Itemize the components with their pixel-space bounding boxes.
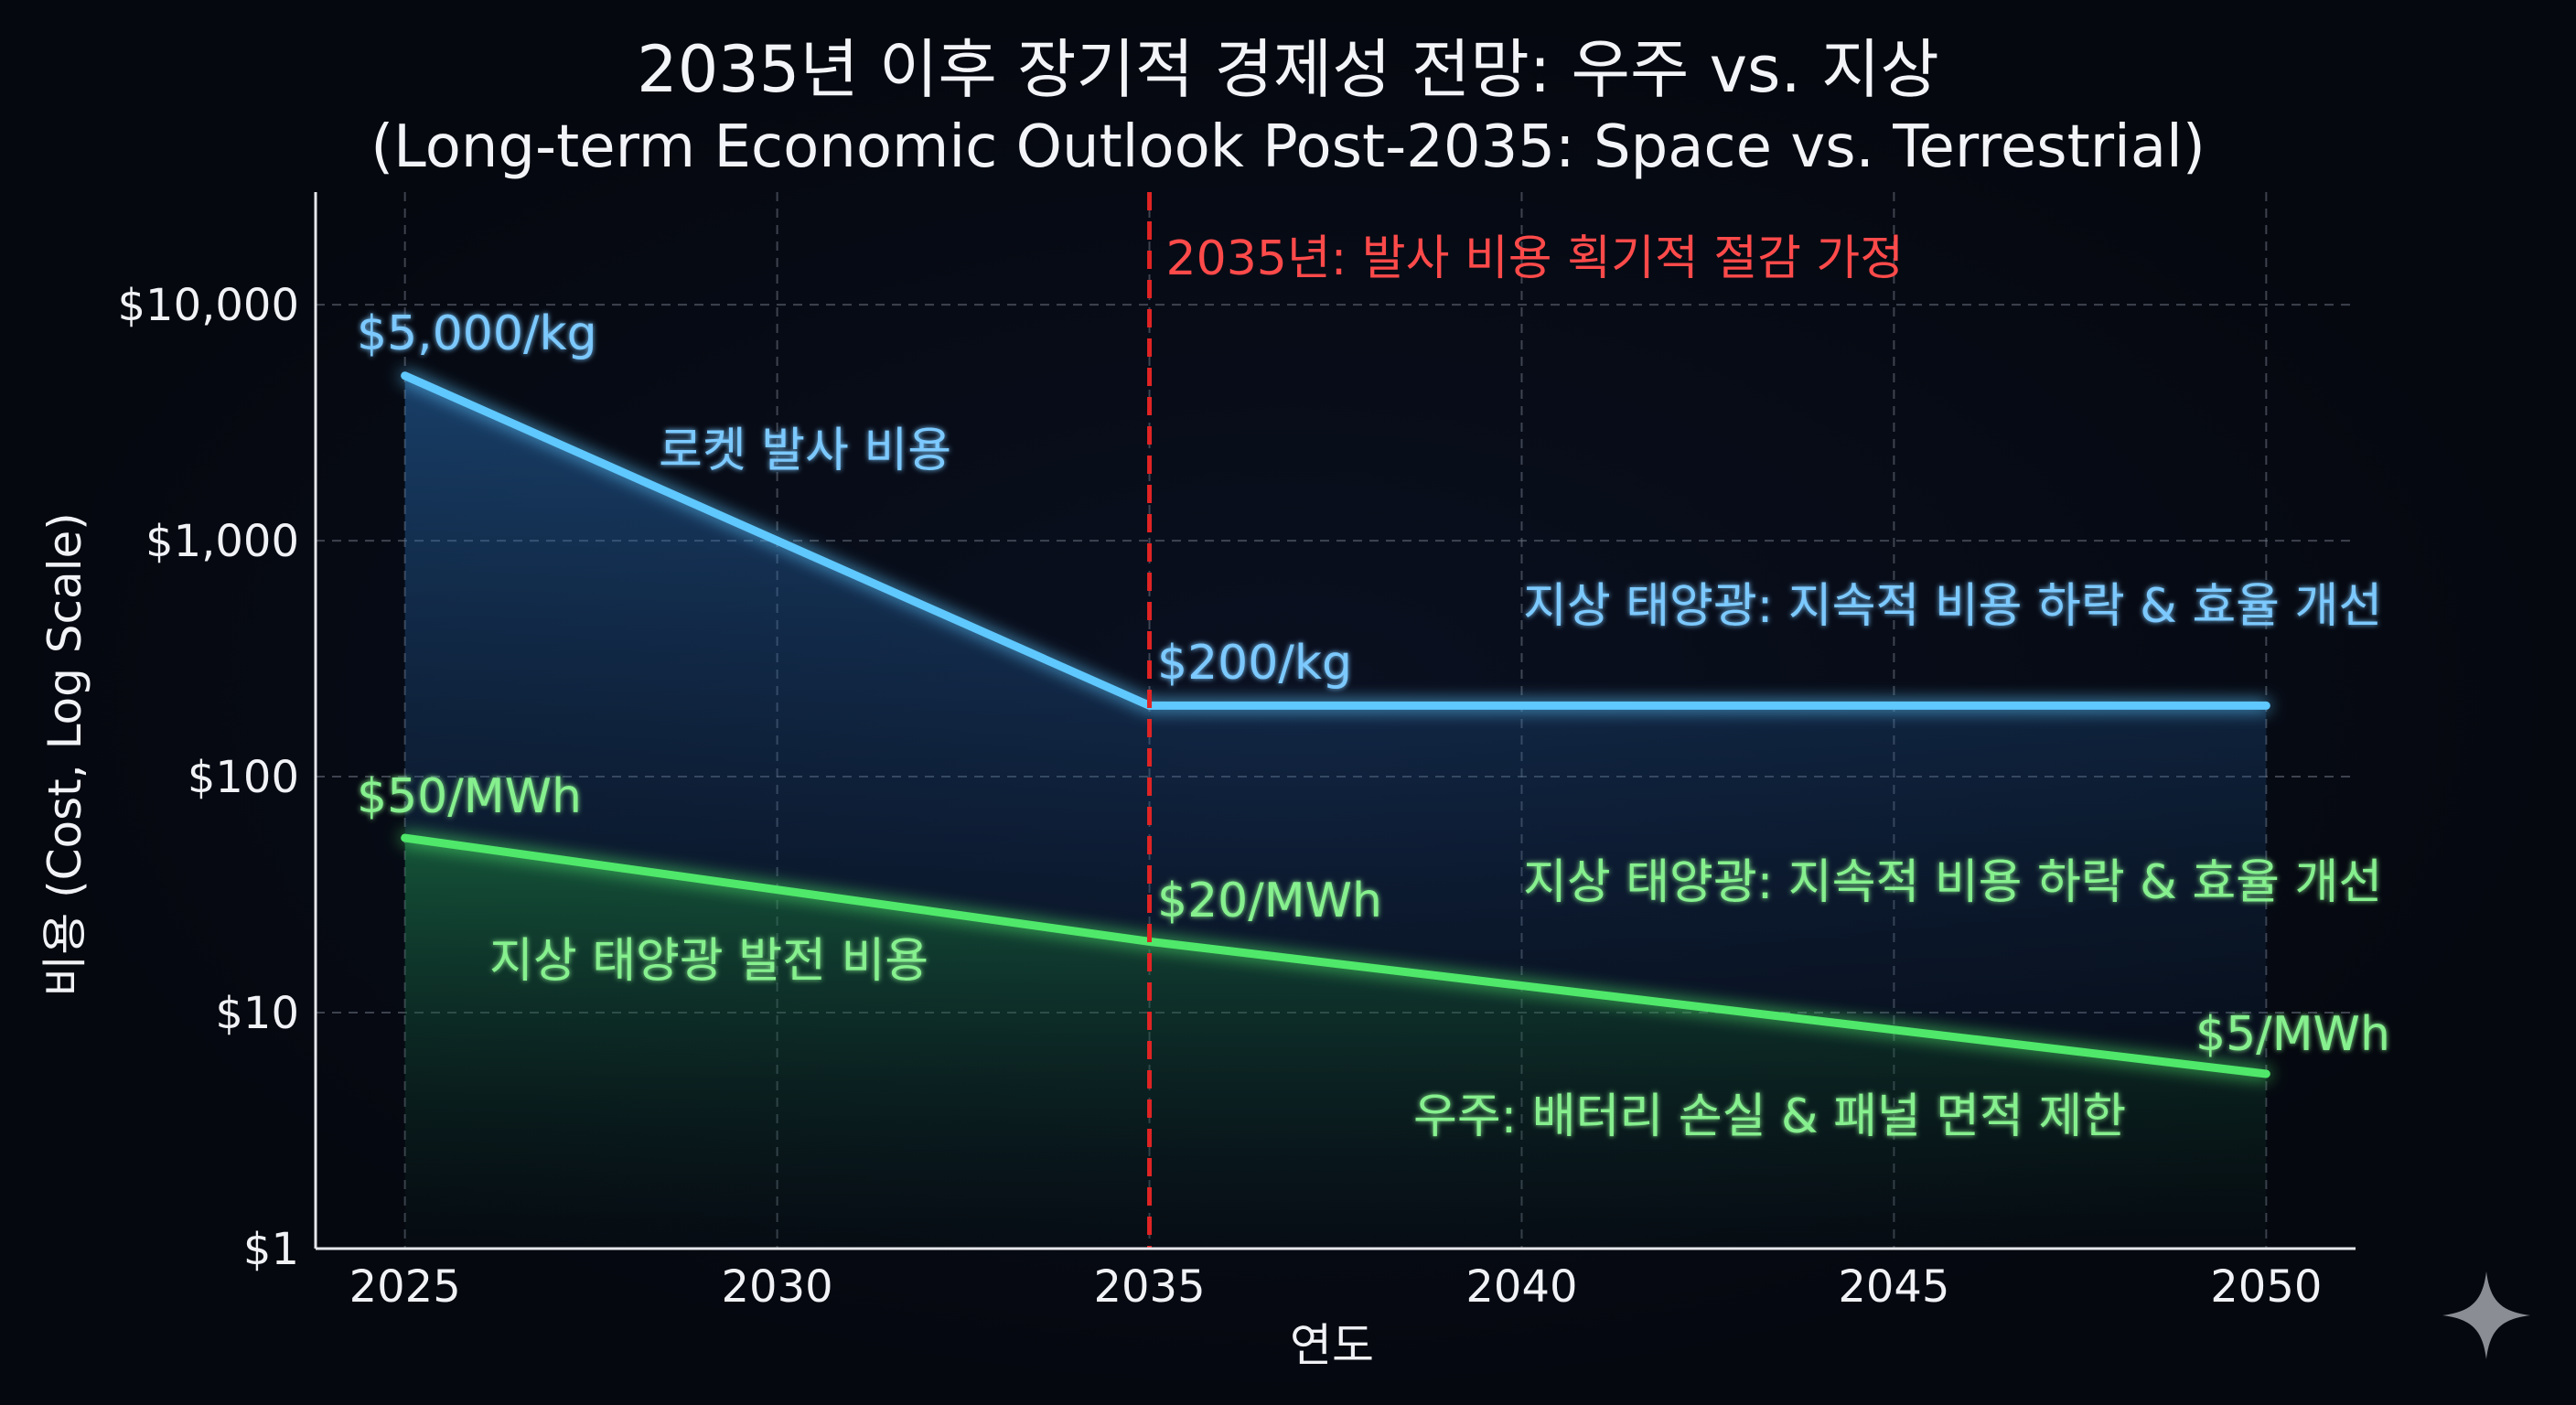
y-tick-label: $1,000 xyxy=(145,516,299,567)
x-tick-label: 2050 xyxy=(2210,1261,2322,1313)
annotation-label: $20/MWh xyxy=(1157,874,1382,928)
annotation-label: $50/MWh xyxy=(357,769,582,824)
y-tick-label: $10 xyxy=(215,988,299,1039)
x-tick-label: 2040 xyxy=(1465,1261,1577,1313)
chart-subtitle: (Long-term Economic Outlook Post-2035: S… xyxy=(370,113,2206,181)
annotation-label: $5,000/kg xyxy=(357,306,597,361)
axes xyxy=(314,192,2356,1250)
annotation-label: 우주: 배터리 손실 & 패널 면적 제한 xyxy=(1413,1089,2126,1144)
annotation-label: 지상 태양광: 지속적 비용 하락 & 효율 개선 xyxy=(1523,855,2382,910)
y-tick-label: $10,000 xyxy=(118,280,300,331)
x-tick-label: 2030 xyxy=(722,1261,833,1313)
chart-title: 2035년 이후 장기적 경제성 전망: 우주 vs. 지상 xyxy=(637,32,1939,107)
sparkle-icon xyxy=(2442,1271,2530,1359)
annotation-label: 지상 태양광: 지속적 비용 하락 & 효율 개선 xyxy=(1523,579,2382,634)
series-area-fill xyxy=(404,838,2267,1249)
area-fills xyxy=(404,375,2267,1249)
tick-labels: 2025 2030 2035 2040 2045 2050 $1 $10 $100 $1,000 $… xyxy=(118,280,2323,1313)
x-axis-label: 연도 xyxy=(1290,1319,1374,1372)
annotations: 2035년: 발사 비용 획기적 절감 가정 $5,000/kg 로켓 발사 비용 $… xyxy=(357,231,2390,1144)
x-tick-label: 2045 xyxy=(1838,1261,1949,1313)
y-tick-label: $100 xyxy=(188,752,299,803)
annotation-label: $200/kg xyxy=(1157,636,1352,691)
annotation-label: 지상 태양광 발전 비용 xyxy=(489,934,928,989)
x-tick-label: 2025 xyxy=(349,1261,461,1313)
y-axis-label: 비용 (Cost, Log Scale) xyxy=(38,512,91,997)
x-tick-label: 2035 xyxy=(1093,1261,1205,1313)
y-tick-label: $1 xyxy=(243,1224,299,1275)
annotation-label: $5/MWh xyxy=(2195,1007,2390,1062)
reference-vline-label: 2035년: 발사 비용 획기적 절감 가정 xyxy=(1166,231,1905,286)
series-lines xyxy=(401,192,2270,1249)
annotation-label: 로켓 발사 비용 xyxy=(659,424,951,478)
